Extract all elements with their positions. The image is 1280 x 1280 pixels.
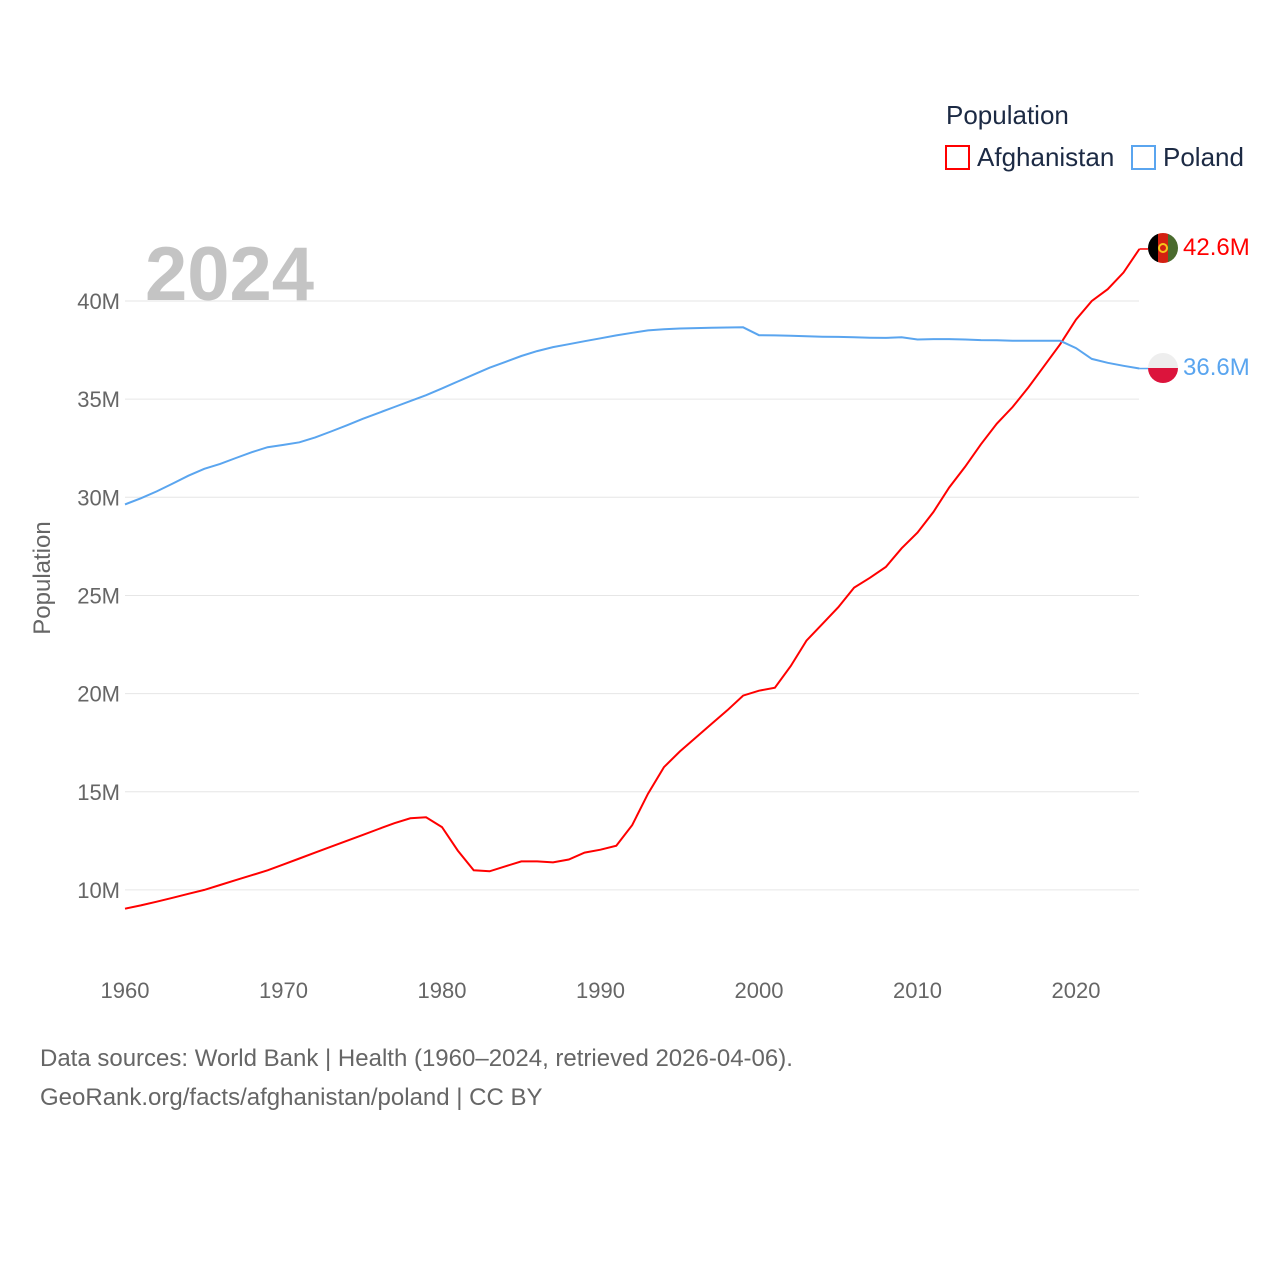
legend-label-poland: Poland <box>1163 142 1244 172</box>
x-tick-label: 2010 <box>893 978 942 1003</box>
x-tick-label: 1970 <box>259 978 308 1003</box>
data-sources-text: Data sources: World Bank | Health (1960–… <box>40 1045 793 1072</box>
x-tick-label: 2000 <box>735 978 784 1003</box>
y-axis-label: Population <box>29 521 56 634</box>
x-tick-label: 1960 <box>101 978 150 1003</box>
legend-title: Population <box>946 100 1069 130</box>
x-tick-label: 1990 <box>576 978 625 1003</box>
afghanistan-end-label: 42.6M <box>1183 234 1250 261</box>
afghanistan-flag-icon <box>1148 233 1178 263</box>
x-tick-label: 2020 <box>1052 978 1101 1003</box>
series-line-afghanistan <box>124 248 1141 910</box>
y-tick-label: 25M <box>77 583 120 608</box>
legend-item-poland[interactable]: Poland <box>1131 142 1244 172</box>
year-watermark: 2024 <box>145 232 314 317</box>
y-tick-label: 15M <box>77 780 120 805</box>
legend-swatch-afghanistan <box>945 145 970 170</box>
legend-label-afghanistan: Afghanistan <box>977 142 1114 172</box>
y-tick-label: 35M <box>77 387 120 412</box>
y-tick-label: 20M <box>77 682 120 707</box>
poland-flag-icon <box>1148 353 1178 383</box>
poland-end-label: 36.6M <box>1183 354 1250 381</box>
x-tick-label: 1980 <box>418 978 467 1003</box>
y-tick-label: 40M <box>77 289 120 314</box>
y-tick-label: 10M <box>77 878 120 903</box>
y-tick-label: 30M <box>77 485 120 510</box>
series-line-poland <box>124 326 1140 506</box>
legend-swatch-poland <box>1131 145 1156 170</box>
source-link[interactable]: GeoRank.org/facts/afghanistan/poland | C… <box>40 1084 543 1111</box>
legend-item-afghanistan[interactable]: Afghanistan <box>945 142 1114 172</box>
